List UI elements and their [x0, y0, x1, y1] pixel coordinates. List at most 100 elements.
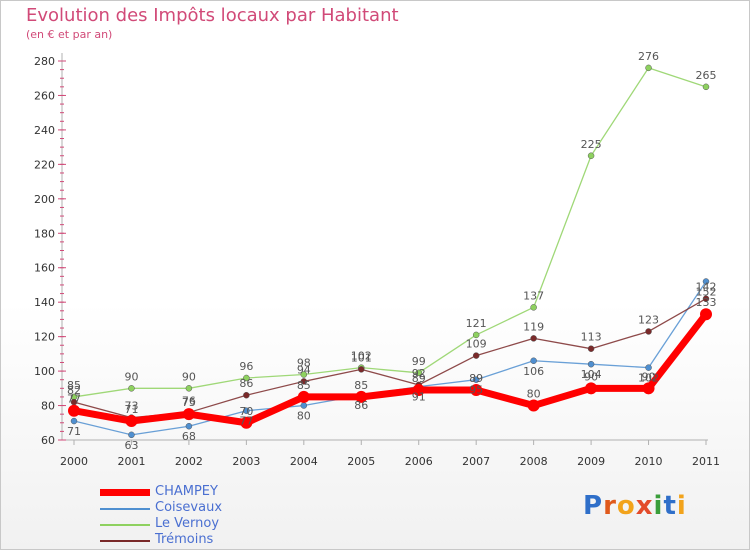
legend-label-champey: CHAMPEY — [155, 484, 218, 499]
y-tick-label: 60 — [41, 434, 55, 447]
data-point — [128, 385, 135, 392]
data-label: 73 — [124, 400, 138, 413]
x-tick-label: 2009 — [577, 455, 605, 468]
legend: CHAMPEY Coisevaux Le Vernoy Trémoins — [100, 484, 320, 549]
chart-subtitle: (en € et par an) — [26, 28, 113, 41]
data-point — [182, 408, 195, 421]
data-label: 92 — [412, 367, 426, 380]
series-line-trémoins — [73, 298, 707, 419]
legend-swatch-le-vernoy — [100, 524, 150, 526]
x-tick-label: 2002 — [175, 455, 203, 468]
y-tick-label: 220 — [34, 158, 55, 171]
y-tick-label: 260 — [34, 89, 55, 102]
data-point — [300, 402, 308, 409]
data-point — [587, 345, 595, 352]
data-label: 265 — [696, 69, 717, 82]
data-label: 80 — [297, 410, 311, 423]
data-label: 123 — [638, 313, 659, 326]
data-label: 225 — [581, 138, 602, 151]
data-point — [125, 415, 138, 428]
data-point — [702, 83, 710, 91]
data-point — [300, 378, 308, 385]
data-point — [530, 357, 537, 365]
x-tick-label: 2006 — [405, 455, 433, 468]
data-point — [243, 407, 250, 414]
data-label: 85 — [354, 379, 368, 392]
data-point — [415, 369, 422, 377]
y-tick-label: 100 — [34, 365, 55, 378]
data-label: 90 — [124, 370, 138, 383]
data-label: 91 — [412, 391, 426, 404]
data-point — [243, 391, 250, 399]
data-point — [185, 385, 193, 392]
x-tick-label: 2005 — [347, 455, 375, 468]
y-tick-label: 200 — [34, 193, 55, 206]
data-point — [642, 382, 655, 395]
data-label: 77 — [67, 393, 81, 406]
series-line-le vernoy — [73, 67, 707, 398]
data-label: 102 — [638, 372, 659, 385]
data-point — [472, 376, 480, 383]
data-point — [240, 416, 253, 429]
data-point — [700, 308, 712, 321]
legend-label-coisevaux: Coisevaux — [155, 500, 223, 515]
x-tick-label: 2010 — [635, 455, 663, 468]
data-label: 63 — [124, 439, 138, 452]
data-point — [185, 422, 193, 430]
legend-label-tremoins: Trémoins — [155, 532, 214, 547]
chart-title: Evolution des Impôts locaux par Habitant — [26, 5, 399, 26]
data-point — [587, 152, 595, 159]
x-tick-label: 2004 — [290, 455, 318, 468]
data-label: 90 — [642, 370, 656, 383]
y-tick-label: 160 — [34, 262, 55, 275]
data-label: 70 — [239, 405, 253, 418]
data-label: 90 — [182, 370, 196, 383]
data-label: 121 — [466, 317, 487, 330]
data-point — [702, 278, 710, 285]
x-tick-label: 2008 — [520, 455, 548, 468]
legend-item-tremoins: Trémoins — [100, 532, 320, 549]
x-tick-label: 2001 — [117, 455, 145, 468]
legend-item-coisevaux: Coisevaux — [100, 500, 320, 517]
y-tick-label: 280 — [34, 55, 55, 68]
x-tick-label: 2011 — [692, 455, 720, 468]
data-label: 101 — [351, 351, 372, 364]
data-label: 106 — [523, 365, 544, 378]
data-label: 102 — [351, 350, 372, 363]
data-point — [587, 360, 595, 368]
data-label: 109 — [466, 338, 487, 351]
data-label: 89 — [469, 372, 483, 385]
data-label: 85 — [297, 379, 311, 392]
data-label: 77 — [239, 415, 253, 428]
data-label: 85 — [67, 379, 81, 392]
y-tick-label: 80 — [41, 400, 55, 413]
data-label: 75 — [182, 396, 196, 409]
data-point — [300, 371, 308, 378]
data-point — [355, 390, 368, 403]
data-label: 95 — [469, 384, 483, 397]
data-label: 94 — [297, 363, 311, 376]
legend-swatch-tremoins — [100, 540, 150, 542]
data-point — [412, 384, 425, 397]
y-tick-label: 180 — [34, 227, 55, 240]
data-point — [128, 431, 135, 439]
x-tick-label: 2003 — [232, 455, 260, 468]
data-label: 276 — [638, 50, 659, 63]
x-tick-label: 2007 — [462, 455, 490, 468]
data-point — [297, 390, 310, 403]
data-label: 113 — [581, 331, 602, 344]
legend-label-le-vernoy: Le Vernoy — [155, 516, 220, 531]
x-tick-label: 2000 — [60, 455, 88, 468]
data-label: 86 — [354, 399, 368, 412]
data-point — [243, 374, 250, 382]
data-label: 90 — [584, 370, 598, 383]
data-label: 71 — [124, 403, 138, 416]
data-label: 104 — [581, 368, 602, 381]
data-label: 82 — [67, 384, 81, 397]
data-label: 86 — [239, 377, 253, 390]
data-point — [472, 352, 480, 359]
data-label: 80 — [527, 388, 541, 401]
y-tick-label: 120 — [34, 331, 55, 344]
legend-swatch-champey — [100, 489, 150, 496]
